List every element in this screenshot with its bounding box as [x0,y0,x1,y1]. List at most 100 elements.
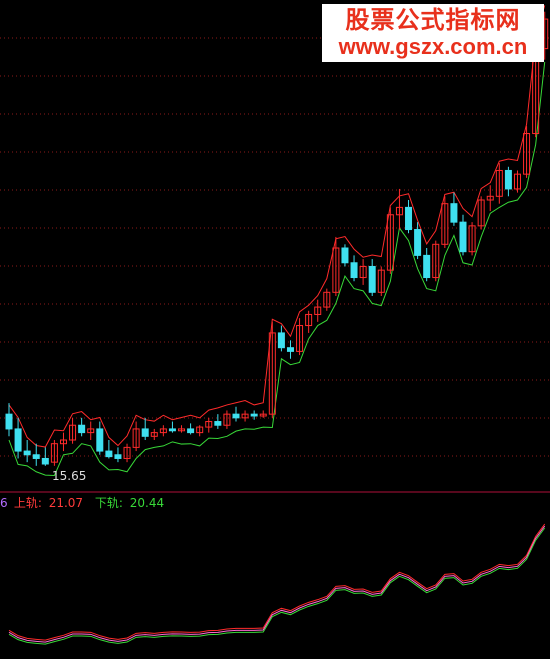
candle[interactable] [432,240,440,282]
candle[interactable] [395,188,403,230]
candle[interactable] [277,325,285,352]
candle-body [495,169,503,197]
candle-body [405,206,413,231]
candle[interactable] [368,259,376,296]
candle[interactable] [141,417,149,440]
lower-band-line [8,61,546,476]
candle-body [477,199,485,227]
candle-body [78,424,86,434]
upper-band-line [8,5,546,448]
candle[interactable] [123,443,131,463]
candle-body [232,413,240,419]
candle-body [441,203,449,245]
candle[interactable] [314,299,322,322]
candle-body [14,428,22,452]
candle[interactable] [296,318,304,356]
candle[interactable] [323,288,331,311]
candle-body [250,413,258,417]
candle-body [159,428,167,434]
candle-body [5,413,13,430]
candle[interactable] [441,196,449,248]
candle[interactable] [486,185,494,212]
candle[interactable] [132,421,140,452]
bollinger-bands [8,5,546,476]
candle[interactable] [386,207,394,274]
candle[interactable] [205,417,213,433]
candle[interactable] [32,443,40,466]
candle[interactable] [414,222,422,260]
candle[interactable] [359,259,367,285]
candle-body [214,421,222,426]
sub-upper-line [8,523,546,641]
candle[interactable] [187,423,195,435]
candle[interactable] [350,255,358,282]
candle[interactable] [168,421,176,433]
candle[interactable] [159,425,167,437]
candle-body [41,457,49,465]
candle-body [504,169,512,190]
watermark-url: www.gszx.com.cn [338,34,528,59]
candle[interactable] [405,200,413,234]
legend-lower-label: 下轨: [94,496,123,510]
candle[interactable] [41,447,49,466]
candle[interactable] [69,417,77,444]
candle[interactable] [14,417,22,459]
candle-body [123,446,131,459]
candle-body [377,269,385,293]
candle[interactable] [523,126,531,178]
candle[interactable] [87,421,95,440]
candle-body [196,426,204,434]
sub-lower-line [8,527,546,645]
candle[interactable] [332,236,340,296]
candle[interactable] [477,196,485,230]
candle[interactable] [150,428,158,440]
candle[interactable] [114,447,122,463]
candle[interactable] [5,403,13,437]
candle-body [50,443,58,463]
candle[interactable] [513,170,521,193]
candle[interactable] [241,410,249,422]
candle[interactable] [259,410,267,418]
candle-body [277,332,285,349]
candle-body [241,413,249,419]
candle[interactable] [341,244,349,267]
candle[interactable] [468,222,476,256]
candle-body [486,195,494,201]
candle-body [359,265,367,279]
candle-body [141,428,149,437]
candle-body [87,428,95,434]
candle-body [450,203,458,223]
candle-body [268,332,276,415]
candle[interactable] [78,417,86,437]
sub-mid-line [8,525,546,643]
candle[interactable] [214,414,222,429]
candle[interactable] [196,425,204,437]
candle[interactable] [23,440,31,463]
candle-body [150,432,158,437]
candle[interactable] [223,410,231,429]
candle[interactable] [50,440,58,466]
candle[interactable] [250,410,258,420]
watermark-title: 股票公式指标网 [345,6,521,34]
candle[interactable] [459,214,467,256]
candle-body [513,173,521,190]
legend-upper-label: 上轨: [13,496,42,510]
candle[interactable] [178,425,186,433]
candlesticks[interactable] [5,11,549,466]
candle[interactable] [305,310,313,333]
candle[interactable] [268,321,276,418]
candle[interactable] [504,166,512,197]
candle[interactable] [105,440,113,459]
candle[interactable] [96,421,104,455]
candle[interactable] [450,192,458,226]
candle[interactable] [377,266,385,296]
candle[interactable] [59,432,67,452]
candle-body [96,428,104,452]
candle[interactable] [495,163,503,204]
candle[interactable] [423,248,431,282]
candle[interactable] [232,406,240,422]
candle-body [341,247,349,264]
candle[interactable] [286,340,294,359]
